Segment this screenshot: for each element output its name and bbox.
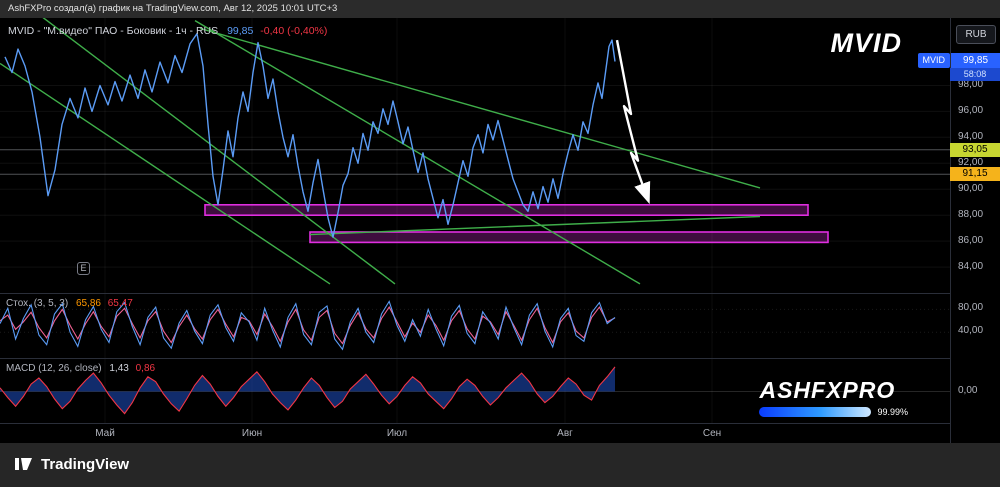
stoch-scale-tick: 80,00 [958, 302, 984, 313]
stoch-d-value: 65,47 [107, 298, 133, 309]
last-price-badge: 99,85 [951, 53, 1000, 68]
symbol-title: MVID - "М.видео" ПАО - Боковик - 1ч - RU… [8, 25, 219, 37]
bar-countdown-badge: 58:08 [950, 68, 1000, 81]
tradingview-logo-label: TradingView [41, 455, 130, 473]
price-scale-tick: 84,00 [958, 261, 984, 272]
month-label: Июл [386, 428, 408, 439]
macd-pane[interactable]: MACD (12, 26, close) 1,43 0,86 ASHFXPRO … [0, 358, 950, 423]
topbar: AshFXPro создал(а) график на TradingView… [0, 0, 1000, 18]
stochastic-legend: Стох. (3, 5, 3) 65,86 65,47 [6, 298, 133, 309]
stoch-k-value: 65,86 [75, 298, 101, 309]
macd-label: MACD (12, 26, close) [6, 363, 102, 374]
gradient-bar-graphic [759, 407, 872, 417]
ashfxpro-branding: ASHFXPRO 99.99% [759, 377, 908, 417]
time-axis[interactable]: Май Июн Июл Авг Сен [0, 423, 950, 443]
month-label: Авг [557, 428, 573, 439]
macd-scale-tick: 0,00 [958, 385, 978, 396]
macd-chart [0, 359, 950, 423]
last-price-symbol-tag: MVID [917, 53, 950, 68]
month-label: Май [95, 428, 115, 439]
price-chart [0, 10, 950, 293]
price-scale[interactable]: RUB 98,00 96,00 94,00 92,00 90,00 88,00 86,00 8… [917, 18, 1000, 443]
month-label: Июн [241, 428, 263, 439]
main-price-pane[interactable]: MVID - "М.видео" ПАО - Боковик - 1ч - RU… [0, 10, 950, 293]
snapshot-attribution-text: AshFXPro создал(а) график на TradingView… [8, 3, 338, 14]
price-scale-tick: 88,00 [958, 209, 984, 220]
alert-price-badge: 93,05 [950, 143, 1000, 157]
price-scale-tick: 86,00 [958, 235, 984, 246]
price-scale-tick: 94,00 [958, 131, 984, 142]
price-scale-tick: 90,00 [958, 183, 984, 194]
ashfxpro-percent: 99.99% [877, 407, 908, 417]
macd-value: 1,43 [109, 363, 129, 374]
month-label: Сен [702, 428, 722, 439]
tradingview-logo-icon [15, 458, 32, 470]
alert-price-badge: 91,15 [950, 167, 1000, 181]
earnings-event-badge[interactable]: E [77, 262, 90, 275]
price-scale-tick: 96,00 [958, 105, 984, 116]
header-last-price: 99,85 [227, 25, 254, 37]
macd-legend: MACD (12, 26, close) 1,43 0,86 [6, 363, 155, 374]
header-change: -0,40 (-0,40%) [260, 25, 328, 37]
stochastic-chart [0, 294, 950, 358]
chart-header: MVID - "М.видео" ПАО - Боковик - 1ч - RU… [8, 25, 327, 37]
chart-root: MVID - "М.видео" ПАО - Боковик - 1ч - RU… [0, 10, 1000, 443]
currency-toggle-button[interactable]: RUB [956, 25, 996, 44]
price-scale-tick: 92,00 [958, 157, 984, 168]
ashfxpro-logo-text: ASHFXPRO [759, 377, 896, 403]
stoch-label: Стох. (3, 5, 3) [6, 298, 69, 309]
price-scale-tick: 98,00 [958, 79, 984, 90]
symbol-watermark: MVID [830, 28, 902, 58]
macd-signal-value: 0,86 [135, 363, 156, 374]
tradingview-logo-link[interactable]: TradingView [14, 455, 129, 473]
stochastic-pane[interactable]: Стох. (3, 5, 3) 65,86 65,47 [0, 293, 950, 358]
footer-bar: TradingView [0, 443, 1000, 487]
stoch-scale-tick: 40,00 [958, 325, 984, 336]
